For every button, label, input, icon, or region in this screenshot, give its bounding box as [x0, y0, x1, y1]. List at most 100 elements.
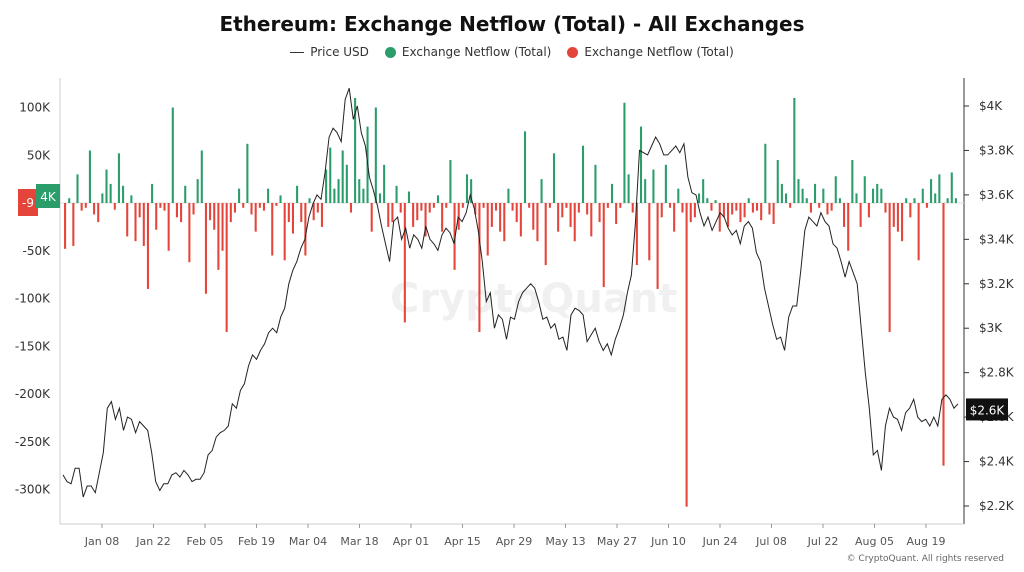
netflow-bar-negative — [689, 203, 692, 223]
netflow-bar-negative — [565, 203, 568, 208]
netflow-bar-positive — [714, 200, 717, 203]
netflow-bar-negative — [300, 203, 303, 223]
left-tick-label: -300K — [15, 483, 51, 497]
netflow-bar-negative — [391, 203, 394, 223]
netflow-bar-negative — [693, 203, 696, 218]
netflow-bar-negative — [221, 203, 224, 251]
netflow-bar-negative — [478, 203, 481, 332]
netflow-bar-negative — [403, 203, 406, 323]
netflow-bar-positive — [246, 143, 249, 203]
netflow-bar-positive — [838, 198, 841, 203]
netflow-bar-negative — [250, 203, 253, 215]
netflow-bar-positive — [325, 169, 328, 203]
left-tick-label: -50K — [23, 244, 52, 258]
netflow-bar-positive — [930, 179, 933, 204]
netflow-bar-positive — [374, 107, 377, 203]
netflow-bar-positive — [105, 169, 108, 203]
netflow-bar-positive — [333, 188, 336, 203]
x-tick-label: Jun 24 — [702, 535, 738, 548]
netflow-bar-positive — [308, 198, 311, 203]
netflow-bar-positive — [644, 179, 647, 204]
netflow-bar-negative — [229, 203, 232, 223]
netflow-bar-negative — [867, 203, 870, 218]
netflow-bar-positive — [950, 172, 953, 203]
netflow-bar-positive — [296, 185, 299, 203]
netflow-bar-positive — [747, 198, 750, 203]
netflow-bar-negative — [399, 203, 402, 213]
legend-label-outflow: Exchange Netflow (Total) — [584, 45, 734, 59]
netflow-bar-negative — [942, 203, 945, 466]
netflow-bar-negative — [648, 203, 651, 261]
netflow-bar-negative — [254, 203, 257, 232]
netflow-bar-negative — [710, 203, 713, 211]
netflow-bar-positive — [279, 195, 282, 203]
netflow-bar-negative — [370, 203, 373, 232]
netflow-bar-positive — [880, 188, 883, 203]
netflow-bar-negative — [387, 203, 390, 227]
netflow-bar-negative — [204, 203, 207, 294]
netflow-bar-negative — [225, 203, 228, 332]
x-tick-label: Apr 01 — [393, 535, 430, 548]
netflow-bar-negative — [631, 203, 634, 213]
netflow-bar-negative — [291, 203, 294, 234]
netflow-bar-negative — [486, 203, 489, 256]
left-tick-label: 100K — [19, 101, 51, 115]
x-tick-label: Aug 19 — [907, 535, 946, 548]
netflow-bar-negative — [482, 203, 485, 208]
netflow-bar-negative — [262, 203, 265, 211]
netflow-bar-negative — [138, 203, 141, 218]
netflow-bar-negative — [503, 203, 506, 242]
netflow-bar-negative — [64, 203, 67, 249]
netflow-bar-negative — [668, 203, 672, 208]
netflow-bar-positive — [706, 198, 709, 203]
legend-item-outflow[interactable]: Exchange Netflow (Total) — [567, 45, 734, 59]
netflow-bar-negative — [275, 203, 278, 206]
chart-title: Ethereum: Exchange Netflow (Total) - All… — [219, 12, 805, 36]
netflow-bar-negative — [142, 203, 145, 246]
netflow-bar-positive — [855, 193, 858, 203]
netflow-bar-positive — [130, 195, 133, 203]
x-tick-label: Jan 08 — [84, 535, 119, 548]
netflow-bar-positive — [797, 179, 800, 204]
netflow-bar-positive — [200, 150, 203, 203]
right-tick-label: $3.4K — [979, 232, 1015, 246]
netflow-bar-positive — [345, 164, 348, 203]
netflow-bar-negative — [242, 203, 245, 208]
netflow-bar-negative — [499, 203, 502, 232]
right-price-badge — [966, 398, 1008, 421]
netflow-bar-negative — [756, 203, 759, 211]
netflow-bar-negative — [606, 203, 609, 208]
right-tick-label: $2.8K — [979, 366, 1015, 380]
inflow-dot-swatch — [384, 46, 396, 58]
right-tick-label: $3.8K — [979, 143, 1015, 157]
netflow-bar-positive — [362, 188, 365, 203]
netflow-bar-positive — [834, 176, 837, 203]
netflow-bar-negative — [424, 203, 427, 237]
netflow-bar-negative — [830, 203, 833, 211]
netflow-bar-negative — [615, 203, 618, 225]
netflow-bar-positive — [68, 198, 71, 203]
netflow-bar-negative — [673, 203, 676, 232]
netflow-bar-negative — [917, 203, 920, 261]
left-tick-label: -250K — [15, 435, 51, 449]
netflow-bar-positive — [946, 198, 949, 203]
netflow-bar-negative — [722, 203, 725, 218]
netflow-bar-positive — [358, 179, 361, 204]
legend-item-price[interactable]: Price USD — [290, 45, 369, 59]
netflow-bar-negative — [432, 203, 435, 208]
x-tick-label: Jul 08 — [755, 535, 787, 548]
netflow-bar-negative — [573, 203, 576, 242]
netflow-bar-negative — [561, 203, 564, 218]
netflow-bar-positive — [171, 107, 174, 203]
netflow-bar-negative — [180, 203, 183, 223]
netflow-bar-positive — [627, 174, 630, 203]
legend-item-inflow[interactable]: Exchange Netflow (Total) — [384, 45, 551, 59]
copyright: © CryptoQuant. All rights reserved — [846, 554, 1004, 564]
x-tick-label: Apr 15 — [444, 535, 481, 548]
netflow-bar-negative — [188, 203, 191, 263]
netflow-bar-negative — [453, 203, 456, 270]
netflow-bar-positive — [954, 198, 957, 203]
left-green-badge-label: 4K — [40, 190, 57, 204]
